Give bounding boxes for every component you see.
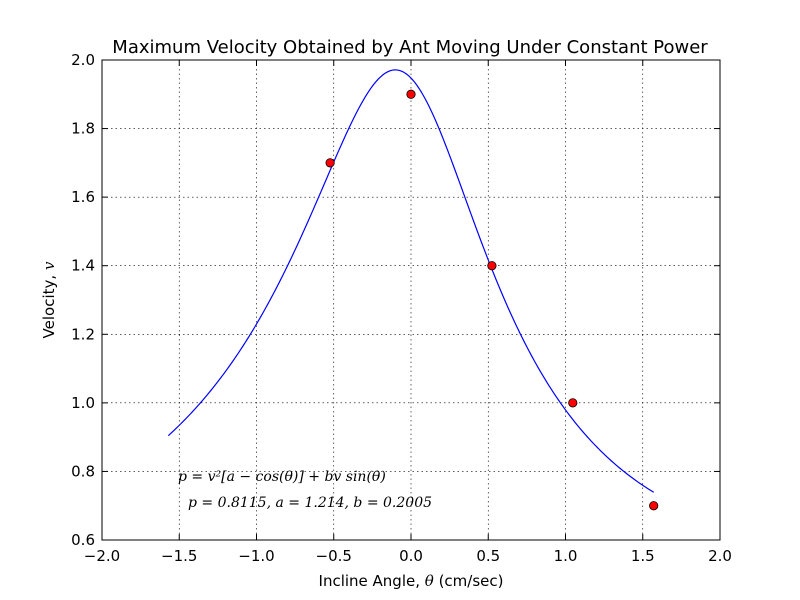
- x-axis-label: Incline Angle, θ (cm/sec): [319, 572, 504, 590]
- x-tick-label: 0.0: [399, 547, 423, 565]
- y-tick-label: 0.6: [71, 531, 95, 549]
- x-tick-label: 2.0: [708, 547, 732, 565]
- chart-title: Maximum Velocity Obtained by Ant Moving …: [112, 37, 708, 58]
- grid: [102, 60, 720, 540]
- y-tick-label: 1.0: [71, 394, 95, 412]
- y-tick-label: 1.4: [71, 257, 95, 275]
- equation-annotation: p = v²[a − cos(θ)] + bv sin(θ): [178, 469, 386, 485]
- x-tick-label: 0.5: [476, 547, 500, 565]
- x-tick-label: −1.5: [161, 547, 197, 565]
- x-tick-label: 1.0: [554, 547, 578, 565]
- data-points: [325, 89, 659, 511]
- x-tick-label: −2.0: [84, 547, 120, 565]
- y-tick-label: 2.0: [71, 51, 95, 69]
- y-tick-label: 1.6: [71, 188, 95, 206]
- data-point: [487, 261, 497, 271]
- plot-frame: [101, 59, 721, 541]
- y-axis-label: Velocity, v: [40, 261, 58, 338]
- y-tick-label: 1.8: [71, 120, 95, 138]
- fit-curve: [167, 69, 655, 493]
- x-tick-label: −0.5: [316, 547, 352, 565]
- y-tick-label: 0.8: [71, 462, 95, 480]
- y-ticks: 0.6 0.8 1.0 1.2 1.4 1.6 1.8 2.0: [71, 51, 720, 549]
- data-point: [325, 158, 335, 168]
- x-ticks: −2.0 −1.5 −1.0 −0.5 0.0 0.5 1.0 1.5 2.0: [84, 60, 732, 565]
- y-tick-label: 1.2: [71, 325, 95, 343]
- data-point: [568, 398, 578, 408]
- x-tick-label: −1.0: [238, 547, 274, 565]
- x-tick-label: 1.5: [631, 547, 655, 565]
- parameters-annotation: p = 0.8115, a = 1.214, b = 0.2005: [188, 495, 432, 511]
- data-point: [406, 89, 416, 99]
- data-point: [649, 501, 659, 511]
